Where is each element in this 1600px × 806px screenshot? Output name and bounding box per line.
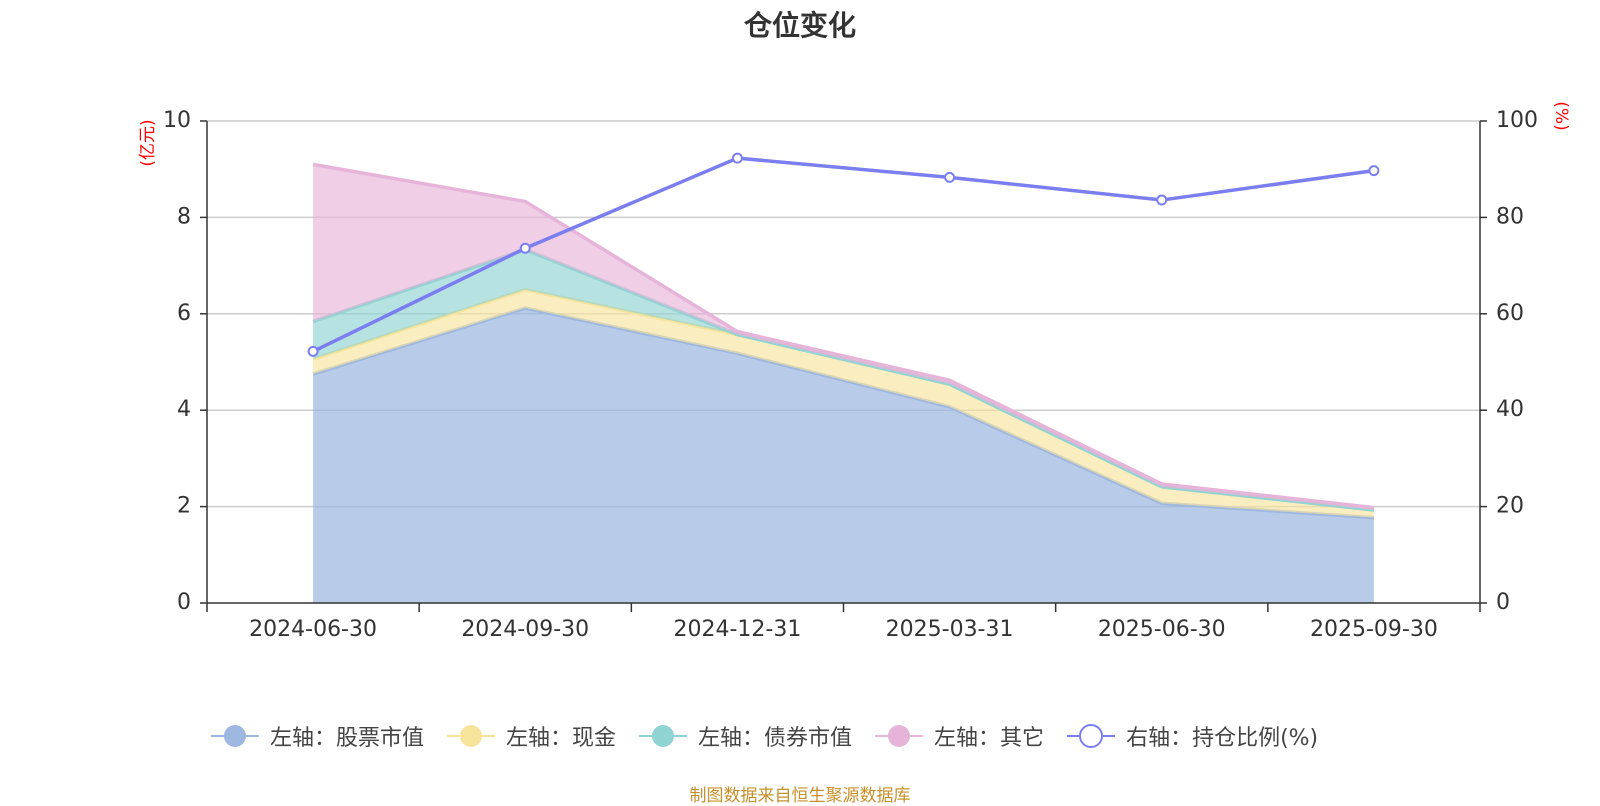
x-axis-tick-label: 2024-09-30 (461, 617, 589, 642)
legend-dot (1079, 724, 1104, 748)
legend-dot (888, 725, 911, 747)
stock-value-area (313, 308, 1374, 603)
left-axis-tick-label: 4 (177, 397, 191, 422)
x-axis-tick-label: 2024-12-31 (673, 617, 801, 642)
legend-label: 左轴：现金 (506, 726, 617, 751)
legend-label: 右轴：持仓比例(%) (1126, 726, 1319, 751)
ratio-line (307, 152, 1380, 357)
legend-item[interactable]: 左轴：现金 (446, 720, 616, 752)
ratio-line-path (312, 156, 1375, 353)
right-axis-tick-label: 40 (1496, 397, 1524, 422)
x-axis-tick-label: 2025-09-30 (1310, 617, 1438, 642)
chart-title: 仓位变化 (743, 9, 856, 42)
ratio-point (1156, 194, 1168, 206)
legend-item[interactable]: 右轴：持仓比例(%) (1066, 720, 1318, 752)
left-axis-tick-label: 6 (177, 301, 191, 326)
right-axis-tick-label: 100 (1496, 108, 1538, 133)
right-axis-tick-label: 60 (1496, 301, 1524, 326)
legend-label: 左轴：股票市值 (270, 726, 425, 751)
right-axis-unit: (%) (1551, 101, 1571, 130)
legend-marker-icon (211, 725, 259, 747)
left-axis-tick-label: 2 (177, 494, 191, 519)
stacked-areas (312, 162, 1375, 603)
ratio-point (731, 152, 743, 164)
x-axis-tick-label: 2024-06-30 (249, 617, 377, 642)
left-axis-unit: (亿元) (138, 119, 158, 166)
source-note: 制图数据来自恒生聚源数据库 (689, 786, 911, 806)
left-axis-tick-label: 0 (177, 590, 191, 615)
legend-marker-icon (1067, 724, 1116, 748)
ratio-point (1368, 165, 1380, 177)
legend-dot (652, 725, 675, 747)
other-area-edge (312, 162, 1375, 510)
legend-marker-icon (639, 725, 688, 747)
legend-item[interactable]: 左轴：债券市值 (638, 720, 852, 752)
legend-label: 左轴：其它 (934, 726, 1045, 751)
legend: 左轴：股票市值 左轴：现金 左轴：债券市值 左轴：其它 右轴：持仓比例(%) (210, 720, 1318, 752)
legend-item[interactable]: 左轴：其它 (874, 720, 1044, 752)
right-axis-tick-label: 0 (1496, 590, 1510, 615)
ratio-point (307, 345, 319, 357)
x-axis-tick-label: 2025-06-30 (1098, 617, 1226, 642)
other-area (313, 164, 1374, 510)
right-axis-tick-label: 80 (1496, 204, 1524, 229)
ratio-point (519, 242, 531, 254)
legend-dot (460, 725, 483, 747)
legend-marker-icon (447, 725, 496, 747)
left-axis-tick-label: 10 (163, 108, 191, 133)
legend-item[interactable]: 左轴：股票市值 (210, 720, 424, 752)
left-axis-tick-label: 8 (177, 204, 191, 229)
legend-label: 左轴：债券市值 (698, 726, 853, 751)
legend-marker-icon (875, 725, 924, 747)
x-axis-tick-label: 2025-03-31 (886, 617, 1014, 642)
legend-dot (224, 725, 246, 747)
ratio-point (944, 171, 956, 183)
right-axis-tick-label: 20 (1496, 494, 1524, 519)
